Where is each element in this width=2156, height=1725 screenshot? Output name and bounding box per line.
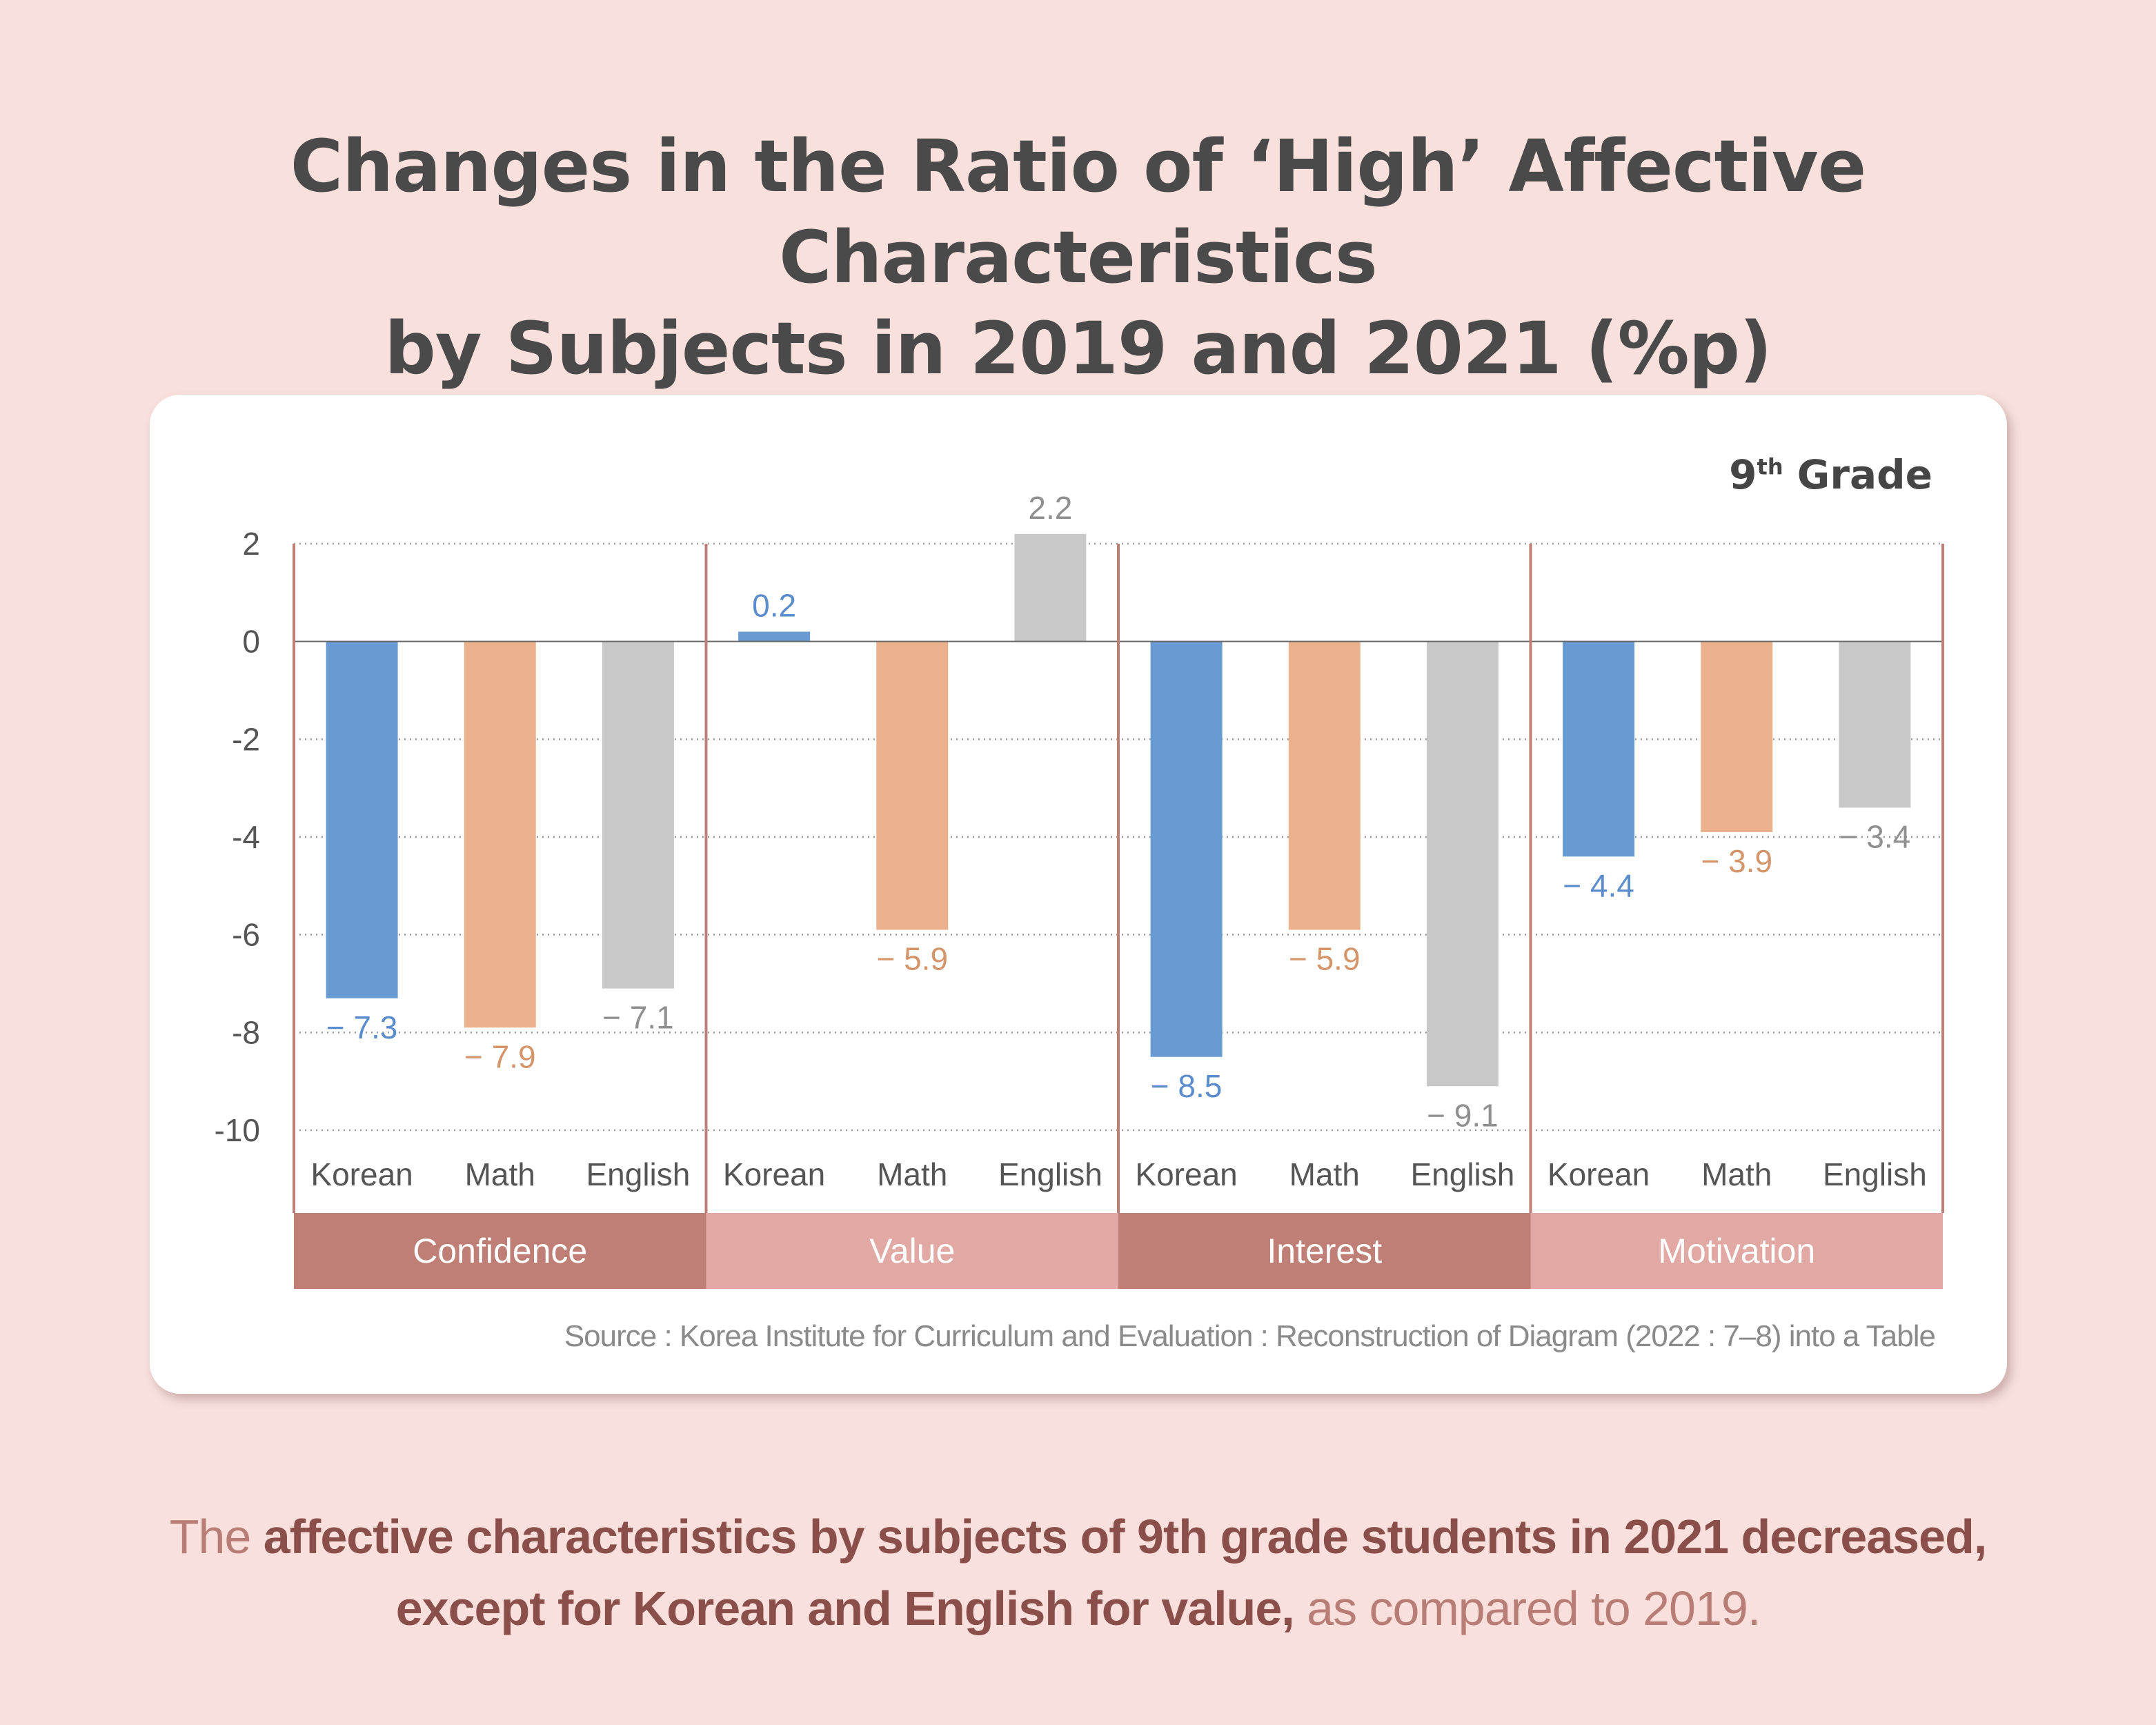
chart-card: 9th Grade 2 0 -2 -4 -6 -8 -10 − 7.3 Korean − 7.9 M… [150, 395, 2007, 1394]
group-band-motivation [1530, 1213, 1943, 1289]
group-label: Interest [1267, 1232, 1382, 1270]
x-tick-label: Korean [1135, 1156, 1237, 1192]
x-tick-label: Math [1701, 1156, 1772, 1192]
x-tick-label: Korean [723, 1156, 825, 1192]
x-tick-label: English [586, 1156, 690, 1192]
y-tick-label: -4 [232, 819, 260, 855]
data-label: − 8.5 [1151, 1068, 1223, 1104]
bar-english-value [1014, 533, 1087, 642]
data-label: − 3.9 [1701, 843, 1772, 879]
x-tick-label: Math [877, 1156, 947, 1192]
data-label: 0.2 [752, 588, 796, 624]
x-tick-label: English [1410, 1156, 1514, 1192]
group-label: Confidence [413, 1232, 587, 1270]
y-tick-label: -10 [215, 1112, 260, 1148]
grade-text: Grade [1797, 451, 1932, 498]
bar-korean-confidence [326, 641, 398, 998]
bar-english-motivation [1839, 641, 1911, 808]
y-tick-label: -6 [232, 917, 260, 953]
caption-line2-bold: except for Korean and English for value, [395, 1581, 1295, 1635]
title-line-1: Changes in the Ratio of ‘High’ Affective… [290, 124, 1867, 299]
bar-english-interest [1426, 641, 1499, 1087]
bar-english-confidence [602, 641, 674, 989]
data-label: − 7.1 [602, 1000, 674, 1036]
x-tick-label: Math [1289, 1156, 1360, 1192]
y-tick-label: 0 [242, 624, 260, 660]
data-label: − 5.9 [876, 941, 948, 977]
grade-suffix: th [1757, 453, 1783, 480]
bar-korean-value [738, 631, 811, 642]
data-label: − 4.4 [1563, 867, 1634, 903]
x-tick-label: Math [465, 1156, 535, 1192]
caption-line1-bold: affective characteristics by subjects of… [263, 1510, 1988, 1564]
y-tick-label: 2 [242, 526, 260, 562]
bar-math-confidence [464, 641, 536, 1028]
group-band-value [706, 1213, 1118, 1289]
caption: The affective characteristics by subject… [0, 1501, 2156, 1644]
x-tick-label: English [998, 1156, 1102, 1192]
data-label: − 9.1 [1427, 1097, 1499, 1133]
data-label: − 7.3 [326, 1009, 398, 1045]
data-label: − 3.4 [1839, 819, 1911, 855]
title-line-2: by Subjects in 2019 and 2021 (%p) [384, 306, 1772, 391]
group-label: Value [869, 1232, 955, 1270]
bar-korean-interest [1150, 641, 1223, 1057]
y-tick-label: -2 [232, 721, 260, 757]
bar-math-interest [1288, 641, 1361, 930]
data-label: − 5.9 [1289, 941, 1361, 977]
x-tick-label: English [1823, 1156, 1927, 1192]
bar-chart: 2 0 -2 -4 -6 -8 -10 − 7.3 Korean − 7.9 Math − 7.1 En… [215, 490, 1944, 1289]
group-band-confidence [294, 1213, 706, 1289]
caption-line1-light: The [169, 1510, 252, 1564]
group-label: Motivation [1658, 1232, 1815, 1270]
source-note: Source : Korea Institute for Curriculum … [564, 1319, 1936, 1353]
group-band-interest [1118, 1213, 1531, 1289]
x-tick-label: Korean [310, 1156, 413, 1192]
caption-line2-light: as compared to 2019. [1307, 1581, 1761, 1635]
data-label: 2.2 [1028, 490, 1072, 526]
grade-number: 9 [1729, 451, 1757, 498]
y-tick-label: -8 [232, 1014, 260, 1050]
bar-math-motivation [1701, 641, 1773, 832]
grade-label: 9th Grade [1729, 451, 1932, 498]
chart-title: Changes in the Ratio of ‘High’ Affective… [0, 121, 2156, 394]
bar-math-value [876, 641, 949, 930]
x-tick-label: Korean [1547, 1156, 1650, 1192]
data-label: − 7.9 [464, 1038, 536, 1074]
bar-korean-motivation [1563, 641, 1635, 857]
